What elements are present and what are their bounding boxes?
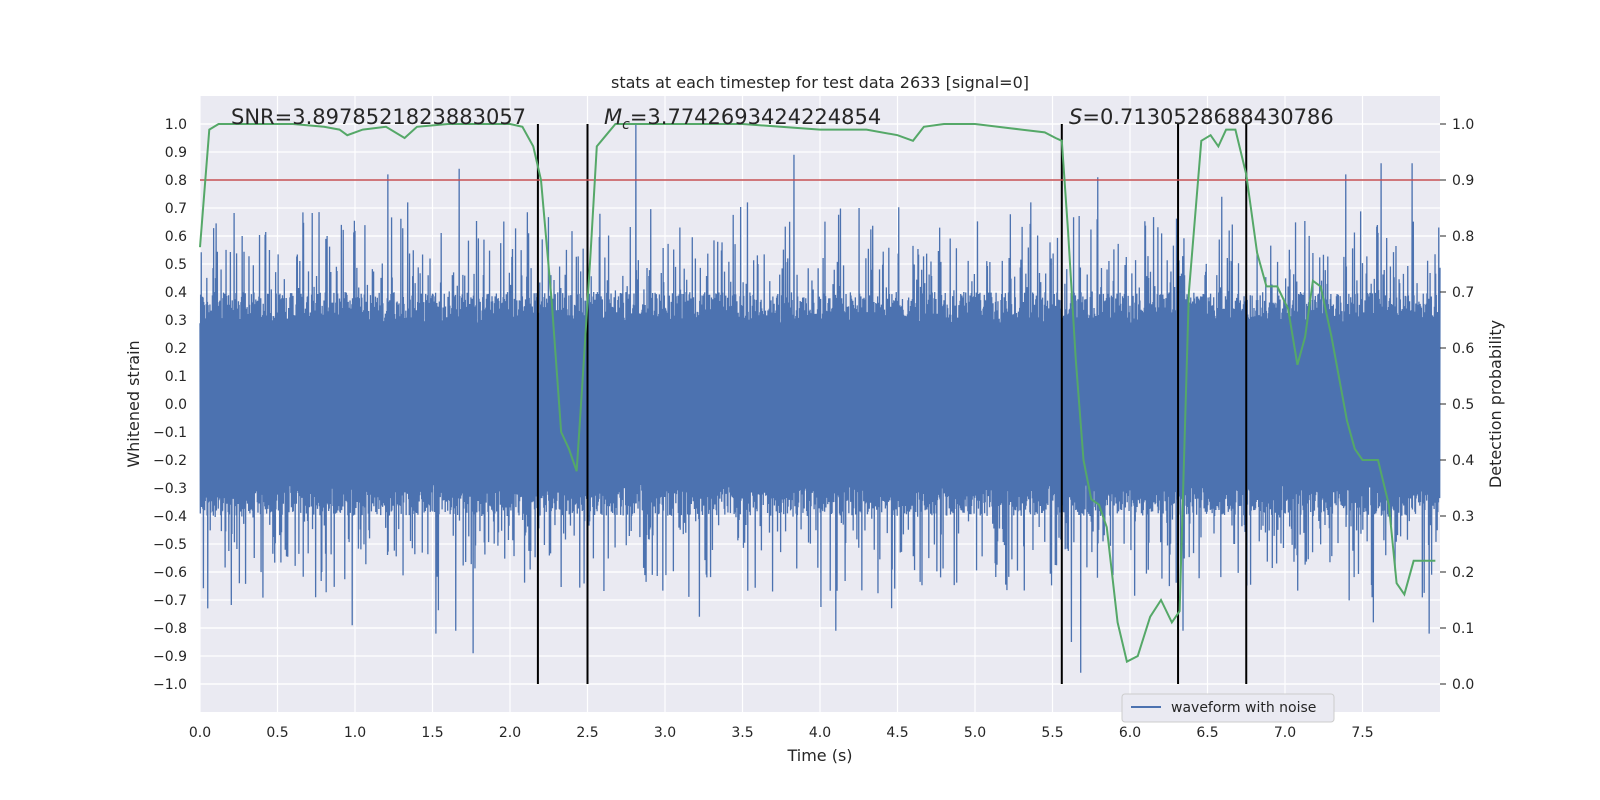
y-axis-ticks: 1.0 0.9 0.8 0.7 0.6 0.5 0.4 0.3 0.2 0.1 0.0 −0.1 −0.…	[153, 117, 187, 693]
mc-symbol: M	[604, 105, 622, 129]
waveform-series	[199, 123, 1441, 673]
x-tick-label: 7.0	[1274, 725, 1296, 741]
y-tick-label: 1.0	[165, 117, 187, 133]
x-tick-label: 0.0	[189, 725, 211, 741]
y-tick-label: 0.1	[165, 369, 187, 385]
y2-tick-label: 0.9	[1452, 173, 1474, 189]
y-tick-label: 0.8	[165, 173, 187, 189]
y-tick-label: −0.6	[153, 565, 187, 581]
y-tick-label: −0.7	[153, 593, 187, 609]
y2-tick-label: 0.5	[1452, 397, 1474, 413]
s-value: =0.7130528688430786	[1082, 105, 1333, 129]
y2-tick-label: 0.0	[1452, 677, 1474, 693]
y2-tick-label: 0.1	[1452, 621, 1474, 637]
snr-annotation: SNR=3.8978521823883057	[231, 105, 526, 129]
x-tick-label: 0.5	[266, 725, 288, 741]
detection-probability-series	[199, 123, 1436, 664]
legend-entry: waveform with noise	[1171, 700, 1316, 716]
y-tick-label: −0.2	[153, 453, 187, 469]
y2-tick-label: 0.7	[1452, 285, 1474, 301]
y-tick-label: −0.9	[153, 649, 187, 665]
mc-subscript: c	[622, 117, 630, 133]
x-tick-label: 5.0	[964, 725, 986, 741]
x-tick-label: 1.5	[421, 725, 443, 741]
y2-tick-label: 0.3	[1452, 509, 1474, 525]
y-tick-label: 0.6	[165, 229, 187, 245]
chart-title: stats at each timestep for test data 263…	[611, 73, 1029, 92]
x-axis-ticks: 0.0 0.5 1.0 1.5 2.0 2.5 3.0 3.5 4.0 4.5 5.0 5.5 6.0 6…	[189, 725, 1374, 741]
y-tick-label: −0.5	[153, 537, 187, 553]
y2-tick-label: 0.6	[1452, 341, 1474, 357]
y-tick-label: 0.9	[165, 145, 187, 161]
y-tick-label: 0.5	[165, 257, 187, 273]
y2-tick-label: 0.4	[1452, 453, 1474, 469]
y-tick-label: 0.3	[165, 313, 187, 329]
y-tick-label: −0.4	[153, 509, 187, 525]
x-tick-label: 1.0	[344, 725, 366, 741]
probability-line	[199, 123, 1436, 664]
y-tick-label: −0.3	[153, 481, 187, 497]
y2-axis-label: Detection probability	[1486, 320, 1505, 488]
y-tick-label: −1.0	[153, 677, 187, 693]
x-tick-label: 5.5	[1041, 725, 1063, 741]
x-axis-label: Time (s)	[786, 746, 852, 765]
y-tick-label: 0.2	[165, 341, 187, 357]
x-tick-label: 4.0	[809, 725, 831, 741]
y2-tick-label: 0.2	[1452, 565, 1474, 581]
y-tick-label: −0.8	[153, 621, 187, 637]
y2-tick-label: 0.8	[1452, 229, 1474, 245]
x-tick-label: 7.5	[1351, 725, 1373, 741]
s-annotation: S=0.7130528688430786	[1069, 105, 1334, 129]
y-tick-label: 0.0	[165, 397, 187, 413]
x-tick-label: 3.0	[654, 725, 676, 741]
x-tick-label: 6.5	[1196, 725, 1218, 741]
x-tick-label: 4.5	[886, 725, 908, 741]
legend: waveform with noise	[1121, 693, 1335, 723]
y-axis-label: Whitened strain	[124, 340, 143, 467]
y2-axis-ticks: 1.0 0.9 0.8 0.7 0.6 0.5 0.4 0.3 0.2 0.1 0.0	[1440, 117, 1474, 693]
mc-annotation: Mc=3.7742693424224854	[604, 105, 881, 133]
x-tick-label: 2.0	[499, 725, 521, 741]
legend-box	[1121, 693, 1335, 723]
x-tick-label: 2.5	[576, 725, 598, 741]
waveform-line	[199, 123, 1441, 673]
mc-value: =3.7742693424224854	[630, 105, 881, 129]
y2-tick-label: 1.0	[1452, 117, 1474, 133]
x-tick-label: 6.0	[1119, 725, 1141, 741]
y-tick-label: 0.7	[165, 201, 187, 217]
x-tick-label: 3.5	[731, 725, 753, 741]
y-tick-label: 0.4	[165, 285, 187, 301]
vertical-marker-lines	[536, 124, 1248, 684]
s-symbol: S	[1069, 105, 1082, 129]
y-tick-label: −0.1	[153, 425, 187, 441]
